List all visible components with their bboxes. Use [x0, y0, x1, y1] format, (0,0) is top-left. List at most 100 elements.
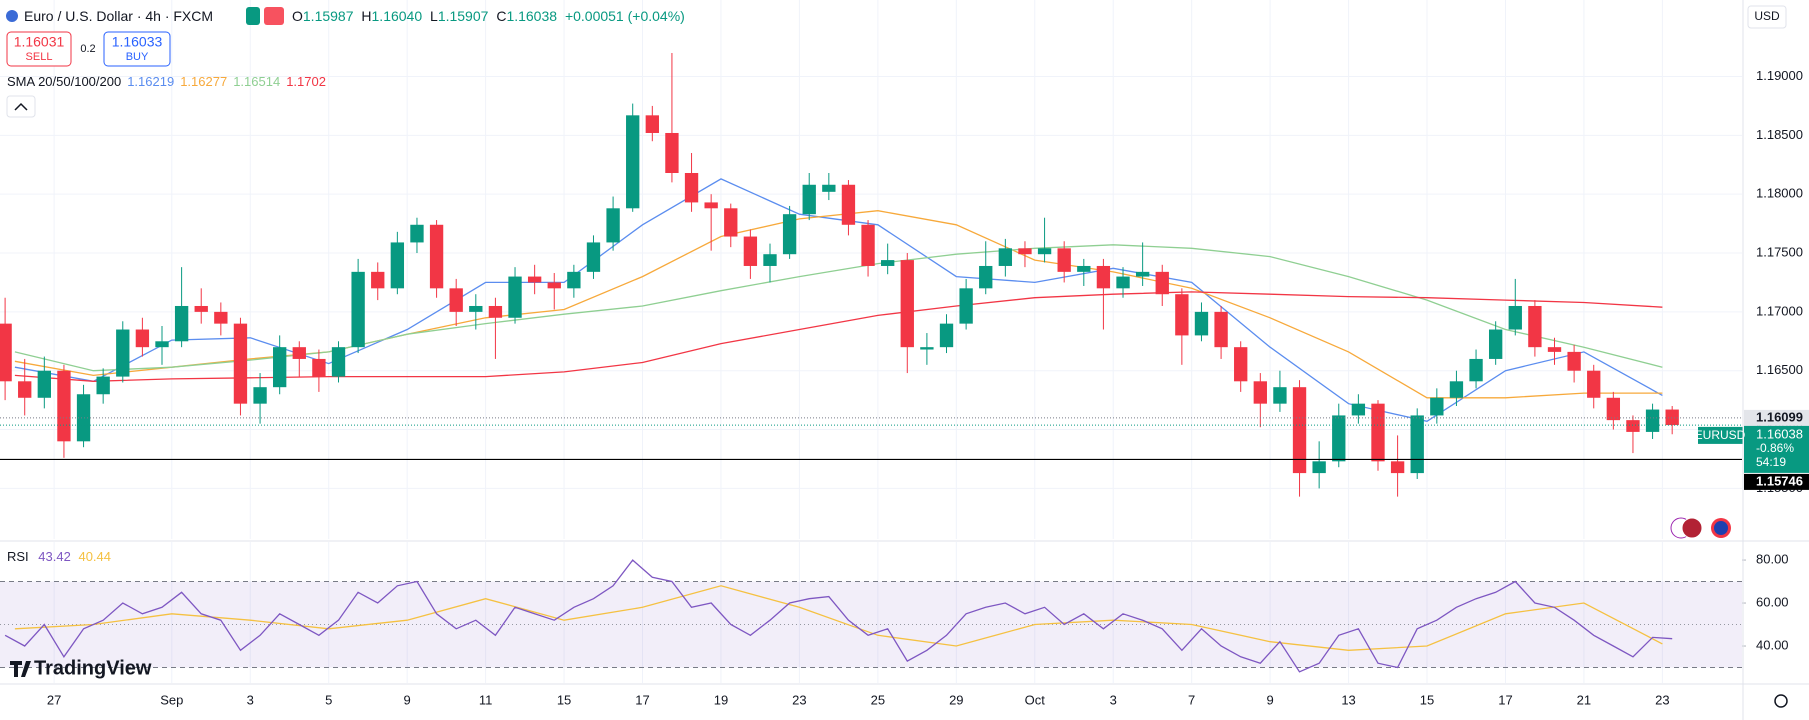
sell-box[interactable] [6, 31, 72, 67]
ohlc-value: 1.15987 [303, 8, 354, 24]
candle-body [1155, 271, 1169, 295]
candle-body [1214, 311, 1228, 348]
candle-body [1175, 294, 1189, 336]
candle-body [488, 305, 503, 318]
candle-body [174, 305, 189, 342]
candle-body [57, 370, 71, 442]
y-tick-label: 1.18500 [1756, 127, 1803, 142]
sell-button[interactable]: 1.16031 SELL [6, 31, 72, 67]
last-price-box [1744, 425, 1809, 473]
rsi-tick-label: 60.00 [1756, 594, 1789, 609]
candle-body [1037, 248, 1052, 255]
hline-box [1744, 473, 1809, 490]
rsi-legend: RSI 43.42 40.44 [7, 549, 111, 564]
symbol-tag-box [1698, 426, 1743, 444]
symbol-icon [6, 10, 18, 22]
candle-body [1351, 403, 1366, 416]
candle-body [1547, 347, 1562, 352]
x-tick-label: 11 [479, 692, 493, 707]
candle-body [841, 184, 856, 225]
candle-body [1292, 387, 1307, 474]
candle-body [371, 271, 385, 289]
rsi-ma-value: 40.44 [78, 549, 111, 564]
spread: 0.2 [80, 43, 95, 55]
currency-button[interactable]: USD [1747, 5, 1787, 29]
rsi-line [4, 559, 1673, 673]
candle-body [900, 260, 914, 348]
ohlc-line: O1.15987 H1.16040 L1.15907 C1.16038 +0.0… [292, 8, 685, 24]
mark-price-box [1744, 409, 1809, 426]
candle-body [1528, 305, 1542, 348]
watermark: TradingView [10, 657, 152, 679]
last-price-label: 1.16038 [1756, 426, 1803, 441]
currency[interactable]: USD [1754, 9, 1780, 23]
candle-body [331, 347, 346, 377]
ohlc-label: H [361, 8, 371, 24]
sell-label[interactable]: SELL [26, 51, 53, 63]
candle-body [920, 347, 934, 350]
candle-body [253, 387, 267, 404]
candle-body [763, 254, 777, 266]
y-tick-label: 1.16500 [1756, 362, 1803, 377]
collapse-box[interactable] [6, 95, 36, 118]
sma-value: 1.16514 [233, 74, 280, 89]
buy-box[interactable] [103, 31, 171, 67]
ohlc-value: 1.16038 [506, 8, 557, 24]
candle-body [1449, 381, 1464, 398]
candle-body [743, 236, 758, 266]
x-tick-label: 3 [247, 692, 254, 707]
buy-price[interactable]: 1.16033 [112, 34, 163, 50]
rsi-tick-label: 80.00 [1756, 551, 1789, 566]
y-tick-label: 1.17000 [1756, 303, 1803, 318]
settings-icon[interactable] [1774, 694, 1788, 708]
y-tick-label: 1.19000 [1756, 68, 1803, 83]
x-tick-label: 17 [1498, 692, 1512, 707]
candle-body [351, 271, 365, 348]
y-tick-label: 1.17500 [1756, 244, 1803, 259]
candle-body [822, 184, 836, 192]
candle-body [1508, 305, 1522, 330]
ohlc-label: L [430, 8, 438, 24]
sma-value: 1.1702 [286, 74, 326, 89]
x-tick-label: 27 [47, 692, 61, 707]
candle-body [1018, 248, 1032, 255]
candle-body [1135, 271, 1150, 277]
buy-label[interactable]: BUY [126, 51, 149, 63]
watermark-text: TradingView [34, 657, 152, 679]
chart-title: Euro / U.S. Dollar · 4h · FXCM [24, 8, 213, 24]
watermark-logo [10, 661, 31, 677]
candle-body [547, 282, 561, 289]
buy-button[interactable]: 1.16033 BUY [103, 31, 171, 67]
candle-body [96, 376, 110, 395]
x-tick-label: 21 [1577, 692, 1591, 707]
candle-body [724, 208, 738, 237]
candle-body [1253, 381, 1267, 404]
candle-body [802, 184, 816, 215]
candle-body [1469, 358, 1483, 382]
x-tick-label: 3 [1110, 692, 1117, 707]
candle-body [861, 224, 875, 266]
eu-flag-icon[interactable] [1714, 521, 1728, 535]
candle-body [1077, 265, 1091, 272]
candle-body [527, 276, 542, 283]
collapse-button[interactable] [6, 95, 36, 118]
header-line: Euro / U.S. Dollar · 4h · FXCM [24, 8, 213, 24]
candle-body [1312, 461, 1326, 474]
candle-body [155, 341, 169, 348]
collapse-icon[interactable] [14, 102, 28, 111]
candle-body [1332, 415, 1346, 462]
currency-box[interactable] [1747, 5, 1787, 29]
sell-price[interactable]: 1.16031 [14, 34, 65, 50]
candle-body [567, 271, 581, 289]
candle-body [214, 311, 228, 324]
candle-body [1645, 409, 1660, 432]
x-tick-label: 5 [325, 692, 332, 707]
x-tick-label: 25 [871, 692, 885, 707]
us-flag-icon[interactable] [1681, 517, 1703, 539]
candle-body [1116, 276, 1130, 289]
candle-body [586, 242, 601, 272]
countdown-label: 54:19 [1756, 455, 1786, 469]
candle-body [1587, 370, 1601, 398]
